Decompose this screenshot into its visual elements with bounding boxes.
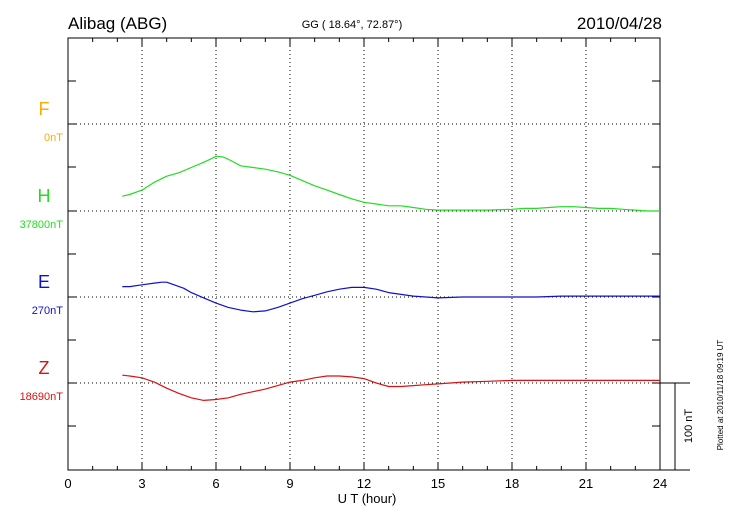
x-tick-label: 21 (579, 476, 593, 491)
plotted-note: Plotted at 2010/11/18 09:19 UT (716, 340, 725, 451)
x-tick-label: 6 (212, 476, 219, 491)
channel-baseline-f: 0nT (44, 132, 63, 144)
channel-baseline-e: 270nT (32, 305, 63, 317)
channel-baseline-z: 18690nT (20, 391, 64, 403)
x-tick-label: 15 (431, 476, 445, 491)
series-line-z (122, 374, 660, 401)
x-tick-label: 9 (286, 476, 293, 491)
chart-title: Alibag (ABG) (68, 14, 167, 33)
x-tick-label: 12 (357, 476, 371, 491)
chart-date: 2010/04/28 (577, 14, 662, 33)
x-tick-label: 0 (64, 476, 71, 491)
series-line-e (122, 281, 660, 313)
x-axis-label: U T (hour) (338, 491, 397, 506)
channel-label-h: H (38, 186, 51, 206)
x-tick-label: 3 (138, 476, 145, 491)
scale-bar: 100 nT (660, 382, 695, 471)
x-tick-label: 18 (505, 476, 519, 491)
scale-bar-label: 100 nT (683, 409, 695, 444)
channel-baseline-h: 37800nT (20, 219, 64, 231)
channel-label-z: Z (39, 358, 50, 378)
chart-subtitle: GG ( 18.64°, 72.87°) (302, 19, 403, 31)
channel-label-e: E (38, 272, 50, 292)
series-line-h (122, 155, 660, 212)
channel-label-f: F (39, 99, 50, 119)
x-tick-label: 24 (653, 476, 667, 491)
